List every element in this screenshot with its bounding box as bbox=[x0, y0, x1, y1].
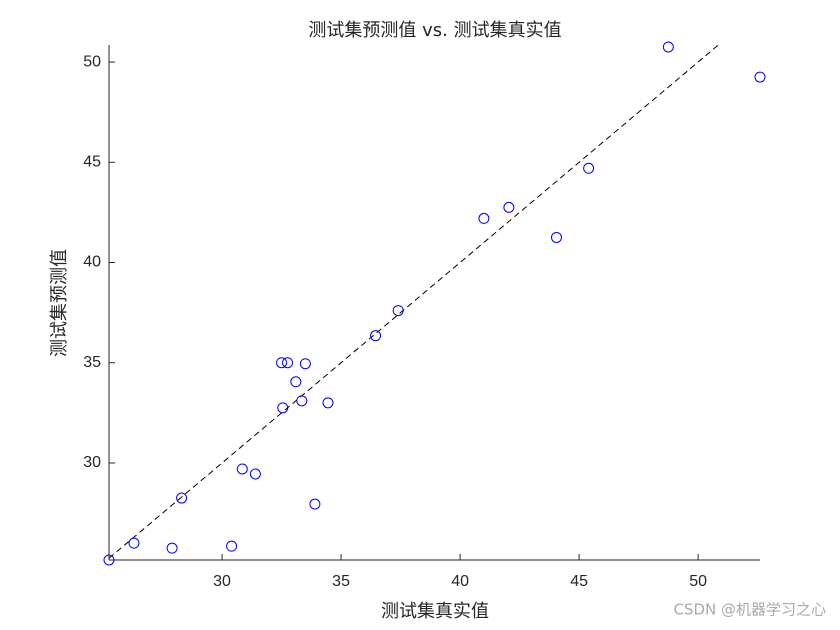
point bbox=[226, 540, 238, 552]
point bbox=[277, 402, 289, 414]
x-tick-label: 30 bbox=[213, 573, 231, 590]
point bbox=[550, 231, 562, 243]
reference-line bbox=[108, 44, 719, 559]
point bbox=[478, 212, 490, 224]
point bbox=[176, 492, 188, 504]
x-axis-label: 测试集真实值 bbox=[381, 601, 489, 622]
point bbox=[282, 357, 294, 369]
point bbox=[236, 463, 248, 475]
point bbox=[583, 162, 595, 174]
point bbox=[299, 358, 311, 370]
y-tick-label: 40 bbox=[83, 254, 101, 271]
watermark: CSDN @机器学习之心 bbox=[673, 601, 826, 619]
point bbox=[503, 201, 515, 213]
point bbox=[103, 554, 115, 566]
y-tick-label: 50 bbox=[83, 53, 101, 70]
point bbox=[309, 498, 321, 510]
y-tick-label: 45 bbox=[83, 153, 101, 170]
x-tick-label: 50 bbox=[689, 573, 707, 590]
point bbox=[662, 41, 674, 53]
y-axis-label: 测试集预测值 bbox=[49, 249, 70, 357]
y-tick-label: 35 bbox=[83, 354, 101, 371]
point bbox=[290, 376, 302, 388]
y-tick-label: 30 bbox=[83, 454, 101, 471]
point bbox=[754, 71, 766, 83]
point bbox=[296, 395, 308, 407]
point bbox=[128, 537, 140, 549]
chart-title: 测试集预测值 vs. 测试集真实值 bbox=[308, 20, 561, 41]
x-tick-label: 35 bbox=[332, 573, 350, 590]
x-tick-label: 45 bbox=[570, 573, 588, 590]
point bbox=[166, 542, 178, 554]
point bbox=[276, 357, 288, 369]
point bbox=[322, 397, 334, 409]
point bbox=[249, 468, 261, 480]
x-tick-label: 40 bbox=[451, 573, 469, 590]
point bbox=[392, 305, 404, 317]
point bbox=[370, 330, 382, 342]
